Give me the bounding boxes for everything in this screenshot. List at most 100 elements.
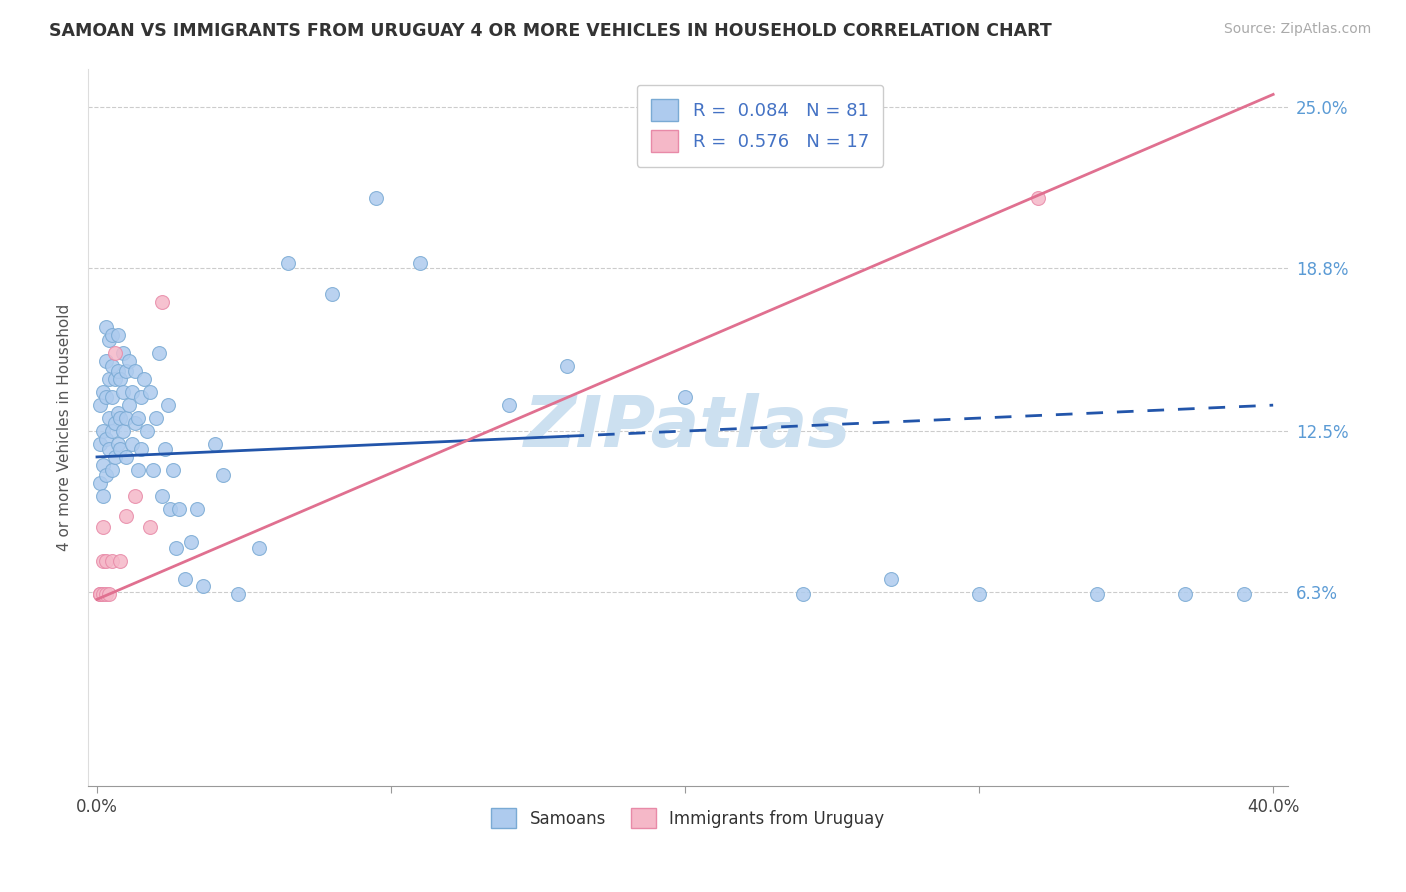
Point [1174, 587, 1197, 601]
Point [94, 354, 117, 368]
Point [97, 442, 120, 457]
Point [94, 320, 117, 334]
Point [112, 424, 135, 438]
Point [94, 553, 117, 567]
Point [277, 256, 299, 270]
Point [150, 489, 173, 503]
Point [104, 346, 127, 360]
Point [180, 535, 202, 549]
Point [91, 385, 114, 400]
Point [673, 390, 696, 404]
Point [124, 417, 146, 431]
Point [110, 411, 132, 425]
Point [153, 442, 176, 457]
Point [557, 359, 579, 374]
Point [107, 406, 129, 420]
Point [89, 398, 111, 412]
Point [100, 553, 122, 567]
Point [100, 328, 122, 343]
Point [132, 372, 155, 386]
Point [226, 587, 249, 601]
Point [104, 450, 127, 464]
Point [97, 372, 120, 386]
Point [409, 256, 432, 270]
Point [118, 354, 141, 368]
Point [145, 411, 167, 425]
Point [91, 587, 114, 601]
Point [366, 191, 388, 205]
Point [107, 364, 129, 378]
Point [156, 398, 179, 412]
Point [115, 364, 138, 378]
Point [91, 489, 114, 503]
Point [967, 587, 990, 601]
Point [124, 489, 146, 503]
Point [159, 501, 181, 516]
Point [89, 587, 111, 601]
Point [169, 501, 191, 516]
Point [1085, 587, 1108, 601]
Text: SAMOAN VS IMMIGRANTS FROM URUGUAY 4 OR MORE VEHICLES IN HOUSEHOLD CORRELATION CH: SAMOAN VS IMMIGRANTS FROM URUGUAY 4 OR M… [49, 22, 1052, 40]
Point [112, 385, 135, 400]
Point [91, 424, 114, 438]
Point [212, 468, 235, 483]
Point [110, 372, 132, 386]
Point [191, 579, 214, 593]
Point [136, 424, 159, 438]
Point [110, 553, 132, 567]
Point [150, 294, 173, 309]
Point [91, 520, 114, 534]
Legend: Samoans, Immigrants from Uruguay: Samoans, Immigrants from Uruguay [485, 801, 891, 835]
Point [94, 432, 117, 446]
Point [186, 501, 208, 516]
Point [112, 346, 135, 360]
Point [118, 398, 141, 412]
Point [115, 411, 138, 425]
Point [498, 398, 520, 412]
Point [97, 411, 120, 425]
Point [91, 553, 114, 567]
Point [107, 328, 129, 343]
Point [204, 437, 226, 451]
Point [115, 450, 138, 464]
Point [100, 463, 122, 477]
Point [89, 587, 111, 601]
Point [115, 509, 138, 524]
Point [162, 463, 184, 477]
Point [100, 424, 122, 438]
Point [91, 458, 114, 472]
Point [792, 587, 814, 601]
Point [97, 334, 120, 348]
Point [97, 587, 120, 601]
Point [107, 437, 129, 451]
Point [94, 390, 117, 404]
Point [104, 372, 127, 386]
Text: ZIPatlas: ZIPatlas [524, 392, 852, 462]
Point [100, 359, 122, 374]
Point [880, 572, 903, 586]
Point [1233, 587, 1256, 601]
Point [94, 468, 117, 483]
Point [121, 437, 143, 451]
Point [89, 437, 111, 451]
Y-axis label: 4 or more Vehicles in Household: 4 or more Vehicles in Household [58, 303, 72, 550]
Point [148, 346, 170, 360]
Point [321, 286, 343, 301]
Point [139, 520, 162, 534]
Point [127, 411, 149, 425]
Point [129, 390, 152, 404]
Point [247, 541, 270, 555]
Point [100, 390, 122, 404]
Point [94, 587, 117, 601]
Point [142, 463, 165, 477]
Point [121, 385, 143, 400]
Point [165, 541, 187, 555]
Point [139, 385, 162, 400]
Text: Source: ZipAtlas.com: Source: ZipAtlas.com [1223, 22, 1371, 37]
Point [129, 442, 152, 457]
Point [127, 463, 149, 477]
Point [174, 572, 197, 586]
Point [110, 442, 132, 457]
Point [1026, 191, 1049, 205]
Point [89, 475, 111, 490]
